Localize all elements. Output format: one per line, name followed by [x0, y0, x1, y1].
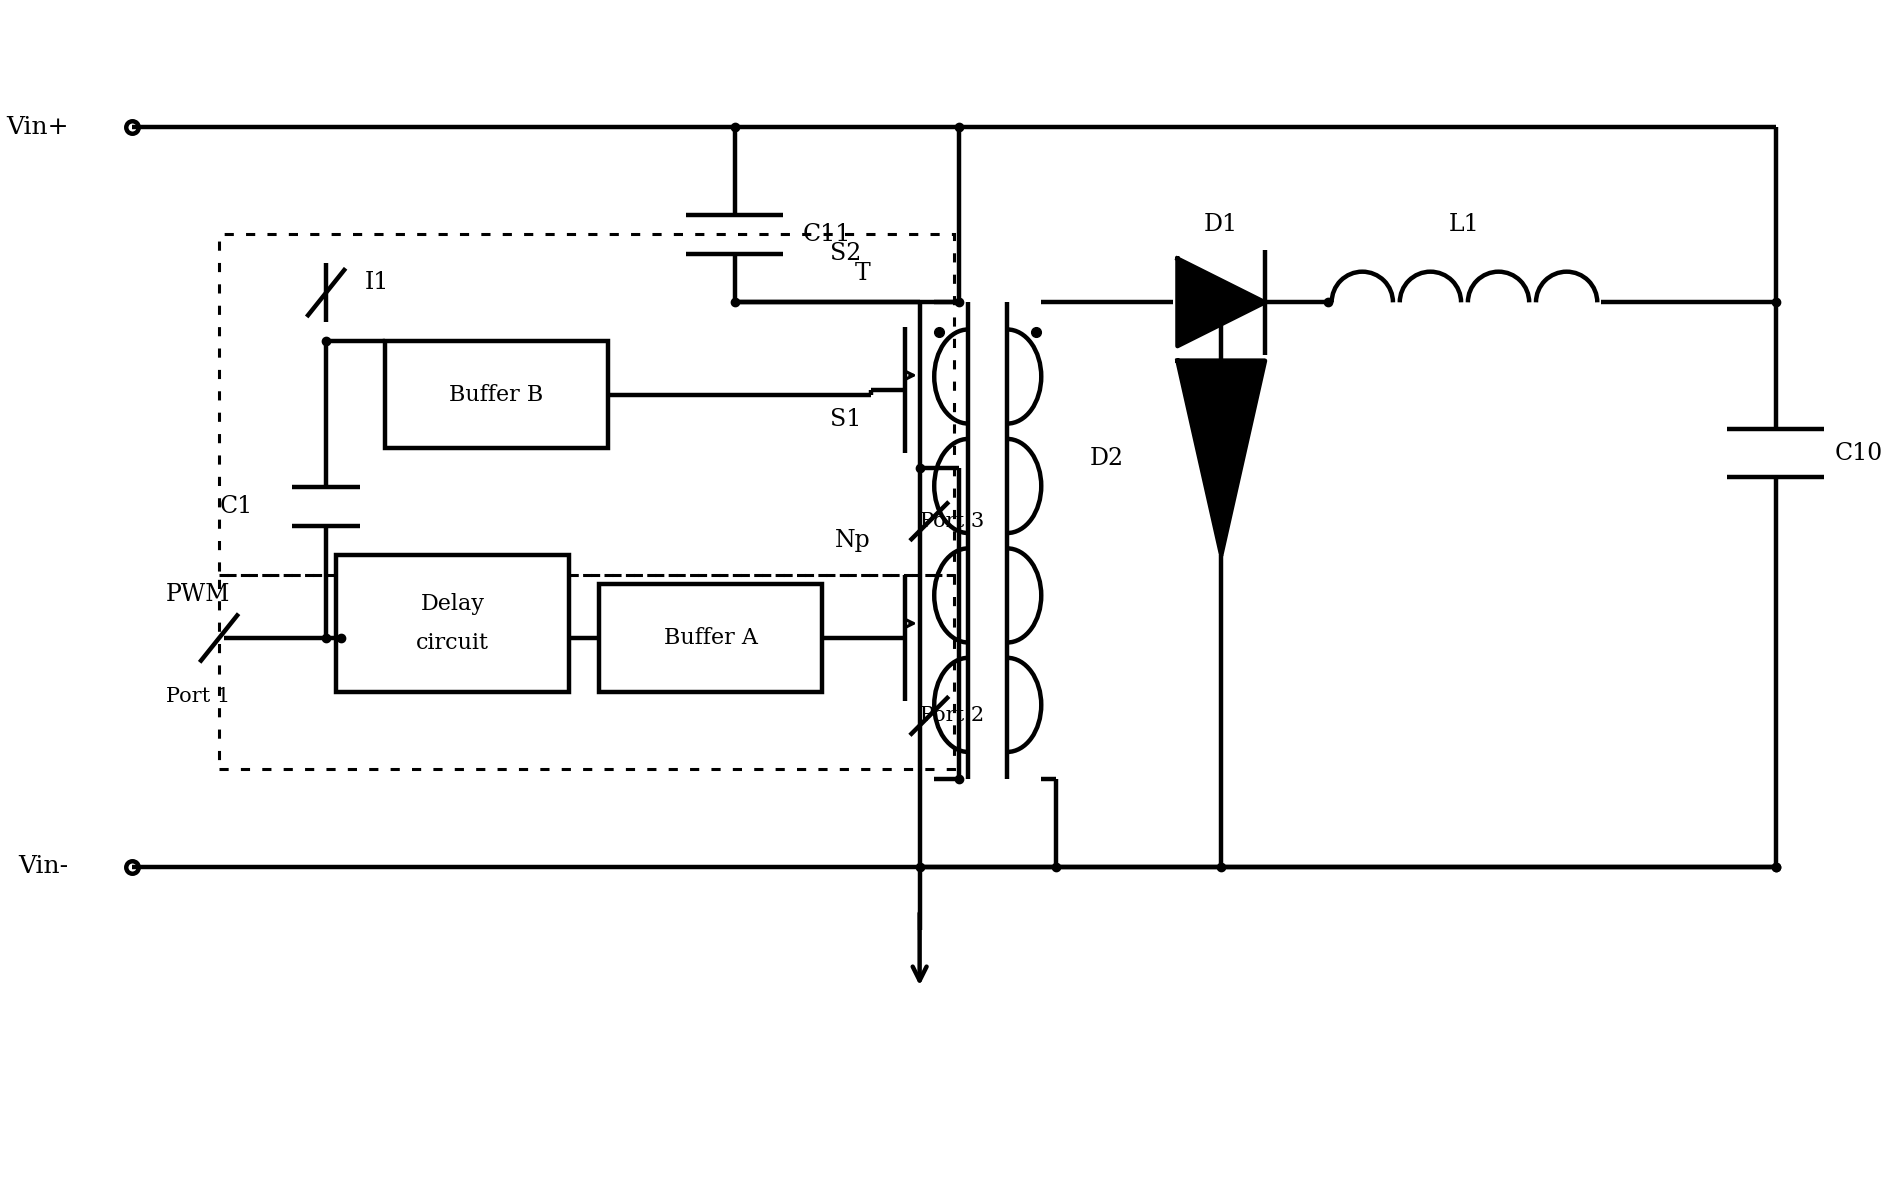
- Text: C10: C10: [1835, 442, 1882, 465]
- Text: S2: S2: [829, 242, 861, 265]
- Text: Port 3: Port 3: [919, 512, 983, 531]
- Polygon shape: [1178, 259, 1264, 346]
- Text: circuit: circuit: [416, 632, 490, 654]
- Text: Np: Np: [835, 530, 870, 553]
- Text: C11: C11: [803, 223, 852, 246]
- Text: S1: S1: [829, 408, 861, 431]
- Bar: [335, 555, 569, 691]
- Text: Port 2: Port 2: [919, 707, 983, 725]
- Text: C1: C1: [220, 495, 252, 518]
- Text: Buffer A: Buffer A: [663, 627, 757, 649]
- Text: I1: I1: [365, 271, 390, 294]
- Text: Port 1: Port 1: [166, 686, 230, 706]
- Text: Delay: Delay: [420, 592, 484, 615]
- Bar: [384, 341, 609, 448]
- Text: PWM: PWM: [166, 583, 230, 606]
- Text: L1: L1: [1449, 213, 1479, 236]
- Text: Vin+: Vin+: [6, 116, 68, 138]
- Text: Buffer B: Buffer B: [448, 384, 543, 406]
- Text: D1: D1: [1204, 213, 1238, 236]
- Text: D2: D2: [1089, 447, 1125, 470]
- Text: Vin-: Vin-: [19, 855, 68, 878]
- Polygon shape: [1178, 361, 1264, 555]
- Bar: [219, 574, 953, 769]
- Bar: [219, 235, 953, 574]
- Text: T: T: [855, 261, 870, 284]
- Bar: [599, 584, 821, 691]
